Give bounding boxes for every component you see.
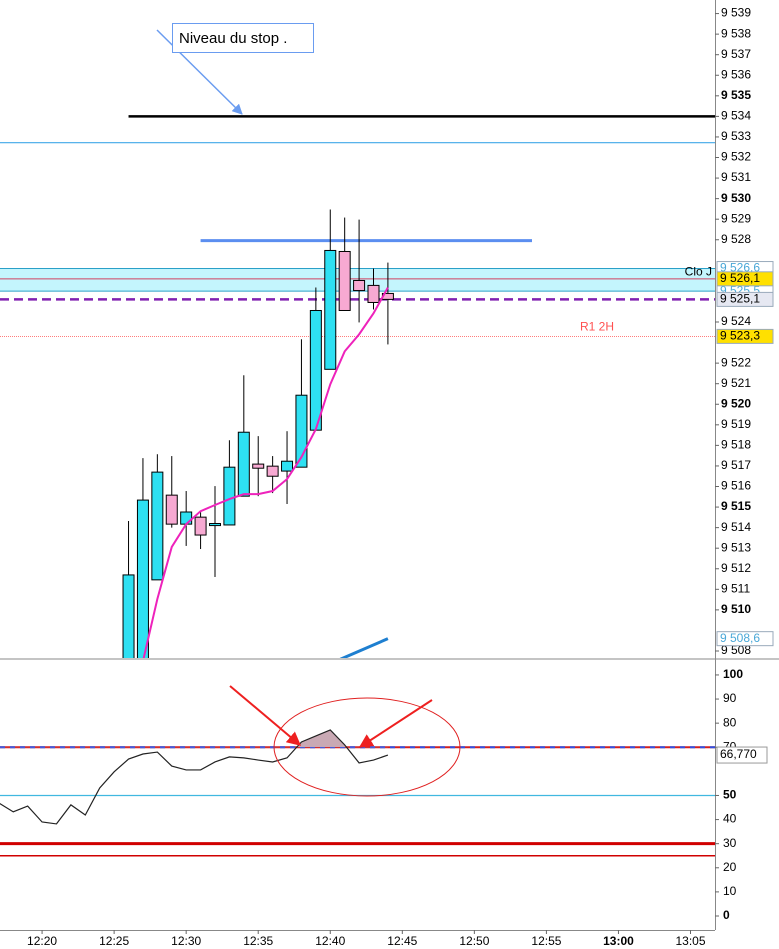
- y-tick-label: 9 529: [721, 211, 751, 225]
- candle-body: [122, 574, 135, 658]
- red-arrow: [229, 685, 302, 746]
- y-tick-label: 20: [723, 860, 737, 874]
- y-tick-label: 9 533: [721, 129, 751, 143]
- y-tick-label: 100: [723, 667, 743, 681]
- x-tick-label: 13:05: [675, 934, 705, 948]
- candle-body: [266, 465, 279, 477]
- price-tag: [716, 328, 774, 344]
- x-tick-label: 13:00: [603, 934, 634, 948]
- price-tag: [716, 631, 774, 647]
- y-tick-label: 9 539: [721, 6, 751, 20]
- x-tick-label: 12:30: [171, 934, 201, 948]
- red-arrow: [358, 699, 433, 748]
- candle-body: [136, 499, 149, 658]
- y-tick-label: 9 524: [721, 314, 751, 328]
- last-value-tag: [716, 746, 768, 764]
- y-tick-label: 9 516: [721, 479, 751, 493]
- y-tick-label: 9 514: [721, 520, 751, 534]
- y-tick-label: 30: [723, 836, 737, 850]
- candle-body: [208, 523, 221, 527]
- y-tick-label: 9 534: [721, 109, 751, 123]
- annotation-text: Niveau du stop .: [179, 30, 287, 47]
- candle-body: [295, 394, 308, 468]
- candle-body: [151, 471, 164, 581]
- y-tick-label: 9 520: [721, 396, 751, 410]
- annotation-arrow: [156, 29, 243, 115]
- trendline: [339, 637, 389, 658]
- y-tick-label: 9 537: [721, 47, 751, 61]
- candle-body: [252, 463, 265, 469]
- y-tick-label: 80: [723, 715, 737, 729]
- price-tag-label: 9 508,6: [720, 631, 760, 645]
- x-tick-label: 12:20: [27, 934, 57, 948]
- y-tick-label: 10: [723, 884, 737, 898]
- y-tick-label: 40: [723, 812, 737, 826]
- y-tick-label: 90: [723, 691, 737, 705]
- x-tick-label: 12:50: [459, 934, 489, 948]
- price-tag-label: 9 526,1: [720, 271, 760, 285]
- y-tick-label: 9 531: [721, 170, 751, 184]
- candle-body: [281, 460, 294, 472]
- y-tick-label: 9 517: [721, 458, 751, 472]
- candle-body: [324, 249, 337, 370]
- candle-body: [237, 431, 250, 497]
- candle-body: [309, 309, 322, 431]
- y-tick-label: 9 535: [721, 88, 751, 102]
- x-tick-label: 12:55: [531, 934, 561, 948]
- price-tag-label: 9 526,6: [720, 261, 760, 275]
- y-tick-label: 9 519: [721, 417, 751, 431]
- y-tick-label: 9 530: [721, 191, 751, 205]
- candle-body: [367, 284, 380, 303]
- price-tag-label: 9 523,3: [720, 329, 760, 343]
- y-tick-label: 9 515: [721, 499, 751, 513]
- y-tick-label: 9 522: [721, 355, 751, 369]
- y-tick-label: 50: [723, 788, 737, 802]
- indicator-panel: [0, 729, 715, 857]
- y-tick-label: 0: [723, 908, 730, 922]
- candle-body: [338, 250, 351, 311]
- y-tick-label: 9 538: [721, 26, 751, 40]
- candle-body: [165, 494, 178, 525]
- price-tag: [716, 291, 774, 307]
- y-tick-label: 9 532: [721, 150, 751, 164]
- level-label: R1 2H: [580, 320, 614, 334]
- y-tick-label: 9 512: [721, 561, 751, 575]
- candle-body: [180, 511, 193, 525]
- candle-body: [194, 516, 207, 536]
- price-tag: [716, 271, 774, 287]
- price-panel: Clo J R1 2H: [0, 115, 715, 658]
- y-tick-label: 9 513: [721, 540, 751, 554]
- x-tick-label: 12:25: [99, 934, 129, 948]
- y-tick-label: 9 536: [721, 67, 751, 81]
- y-tick-label: 9 508: [721, 643, 751, 657]
- moving-average: [142, 286, 389, 658]
- y-tick-label: 9 510: [721, 602, 751, 616]
- y-tick-label: 9 518: [721, 438, 751, 452]
- x-tick-label: 12:40: [315, 934, 345, 948]
- x-tick-label: 12:45: [387, 934, 417, 948]
- annotation-box: [172, 23, 314, 53]
- price-tag-label: 9 525,1: [720, 292, 760, 306]
- candle-body: [223, 466, 236, 526]
- y-tick-label: 9 528: [721, 232, 751, 246]
- y-tick-label: 9 521: [721, 376, 751, 390]
- band-label: Clo J: [685, 265, 712, 279]
- y-tick-label: 9 511: [721, 581, 750, 595]
- highlight-ellipse: [273, 697, 461, 797]
- candle-body: [353, 279, 366, 292]
- band: [0, 268, 715, 292]
- indicator-line: [0, 729, 389, 825]
- x-tick-label: 12:35: [243, 934, 273, 948]
- last-value-label: 66,770: [720, 747, 757, 761]
